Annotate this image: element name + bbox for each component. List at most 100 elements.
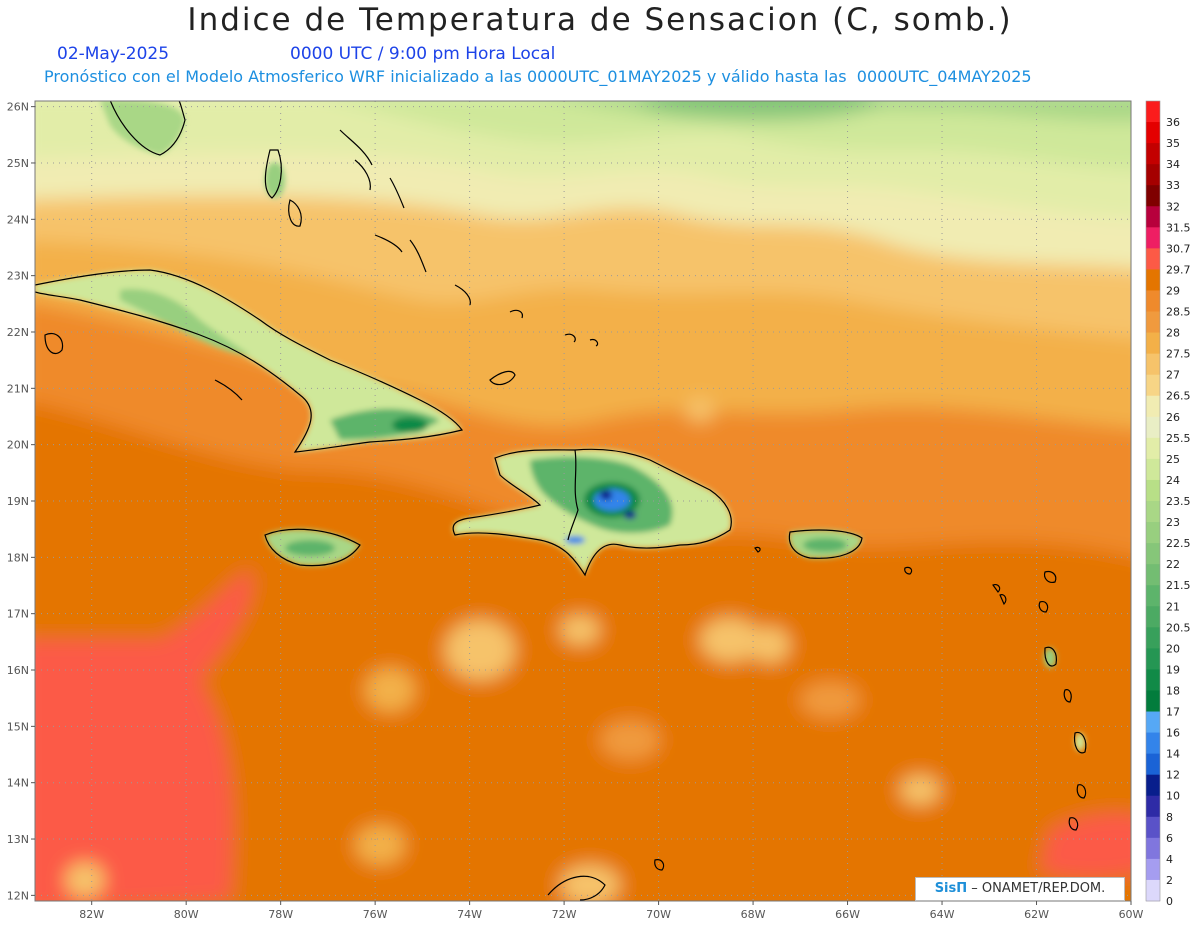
legend-swatch [1146, 479, 1160, 502]
legend-swatch [1146, 353, 1160, 376]
credit-text: – ONAMET/REP.DOM. [971, 881, 1106, 896]
lat-tick-label: 16N [7, 664, 29, 677]
legend-swatch [1146, 774, 1160, 797]
legend-label: 14 [1166, 748, 1180, 761]
lat-tick-label: 25N [7, 157, 29, 170]
legend-label: 20 [1166, 642, 1180, 655]
legend-label: 23.5 [1166, 495, 1191, 508]
legend-swatch [1146, 816, 1160, 839]
lat-tick-label: 20N [7, 439, 29, 452]
legend-swatch [1146, 395, 1160, 418]
lon-tick-label: 80W [174, 908, 199, 921]
lon-tick-label: 62W [1024, 908, 1049, 921]
lon-tick-label: 70W [646, 908, 671, 921]
lon-tick-label: 60W [1119, 908, 1144, 921]
legend-label: 6 [1166, 832, 1173, 845]
legend-swatch [1146, 627, 1160, 649]
legend-swatch [1146, 879, 1160, 902]
legend-label: 12 [1166, 769, 1180, 782]
legend-swatch [1146, 585, 1160, 607]
legend-swatch [1146, 143, 1160, 165]
legend-label: 10 [1166, 790, 1180, 803]
legend-swatch [1146, 332, 1160, 355]
lon-tick-label: 72W [552, 908, 577, 921]
legend-label: 35 [1166, 137, 1180, 150]
legend-swatch [1146, 227, 1160, 249]
legend-swatch [1146, 290, 1160, 313]
legend-label: 23 [1166, 516, 1180, 529]
legend-label: 33 [1166, 179, 1180, 192]
legend-swatch [1146, 543, 1160, 565]
legend-swatch [1146, 248, 1160, 270]
legend-swatch [1146, 437, 1160, 460]
time-label: 0000 UTC / 9:00 pm Hora Local [290, 44, 556, 64]
coastlines [35, 101, 1087, 901]
legend-label: 32 [1166, 200, 1180, 213]
legend-label: 8 [1166, 811, 1173, 824]
legend-label: 21 [1166, 600, 1180, 613]
legend-label: 4 [1166, 853, 1173, 866]
legend-label: 31.5 [1166, 221, 1191, 234]
lon-tick-label: 66W [835, 908, 860, 921]
legend-swatch [1146, 269, 1160, 291]
legend-swatch [1146, 374, 1160, 397]
lat-tick-label: 22N [7, 326, 29, 339]
legend-label: 29.7 [1166, 263, 1191, 276]
date-label: 02-May-2025 [57, 44, 170, 64]
axis-ticks: 82W 80W 78W 76W 74W 72W 70W 68W 66W 64W 62W 60W 26N 2… [7, 101, 1144, 921]
lat-tick-label: 19N [7, 495, 29, 508]
lat-tick-label: 15N [7, 720, 29, 733]
lat-tick-label: 21N [7, 382, 29, 395]
legend-label: 27 [1166, 369, 1180, 382]
legend-swatch [1146, 164, 1160, 186]
legend-swatch [1146, 311, 1160, 334]
legend-swatch [1146, 185, 1160, 207]
legend-frame [1145, 100, 1161, 902]
legend-label: 21.5 [1166, 579, 1191, 592]
legend-label: 28 [1166, 327, 1180, 340]
legend-swatch [1146, 122, 1160, 144]
legend-swatch [1146, 101, 1160, 123]
legend-swatch [1146, 416, 1160, 439]
legend-label: 18 [1166, 684, 1180, 697]
legend-label: 36 [1166, 116, 1180, 129]
legend-label: 26.5 [1166, 390, 1191, 403]
legend-label: 2 [1166, 874, 1173, 887]
legend-label: 22 [1166, 558, 1180, 571]
legend-label: 25.5 [1166, 432, 1191, 445]
legend-swatch [1146, 753, 1160, 776]
legend-swatch [1146, 669, 1160, 691]
legend-label: 19 [1166, 663, 1180, 676]
legend-swatch [1146, 522, 1160, 544]
legend-label: 0 [1166, 895, 1173, 908]
sispi-logo: SisΠ [934, 881, 968, 896]
lon-tick-label: 64W [930, 908, 955, 921]
legend-label: 34 [1166, 158, 1180, 171]
legend-label: 26 [1166, 411, 1180, 424]
lat-tick-label: 23N [7, 270, 29, 283]
legend-label: 20.5 [1166, 621, 1191, 634]
legend-swatch [1146, 795, 1160, 818]
color-legend: 363534333231.530.729.72928.52827.52726.5… [1145, 100, 1191, 908]
map-gridlines [35, 101, 1131, 901]
legend-label: 16 [1166, 727, 1180, 740]
legend-label: 27.5 [1166, 348, 1191, 361]
lon-tick-label: 76W [363, 908, 388, 921]
lat-tick-label: 17N [7, 608, 29, 621]
forecast-note: Pronóstico con el Modelo Atmosferico WRF… [44, 67, 1032, 86]
legend-label: 24 [1166, 474, 1180, 487]
legend-label: 17 [1166, 706, 1180, 719]
map-plot-area [35, 101, 1131, 901]
lon-tick-label: 78W [268, 908, 293, 921]
lat-tick-label: 18N [7, 551, 29, 564]
lat-tick-label: 14N [7, 777, 29, 790]
legend-swatch [1146, 732, 1160, 755]
legend-swatch [1146, 606, 1160, 628]
legend-swatch [1146, 206, 1160, 228]
legend-swatch [1146, 690, 1160, 713]
legend-swatch [1146, 564, 1160, 586]
legend-swatch [1146, 837, 1160, 860]
legend-swatch [1146, 711, 1160, 734]
legend-label: 25 [1166, 453, 1180, 466]
lat-tick-label: 13N [7, 833, 29, 846]
